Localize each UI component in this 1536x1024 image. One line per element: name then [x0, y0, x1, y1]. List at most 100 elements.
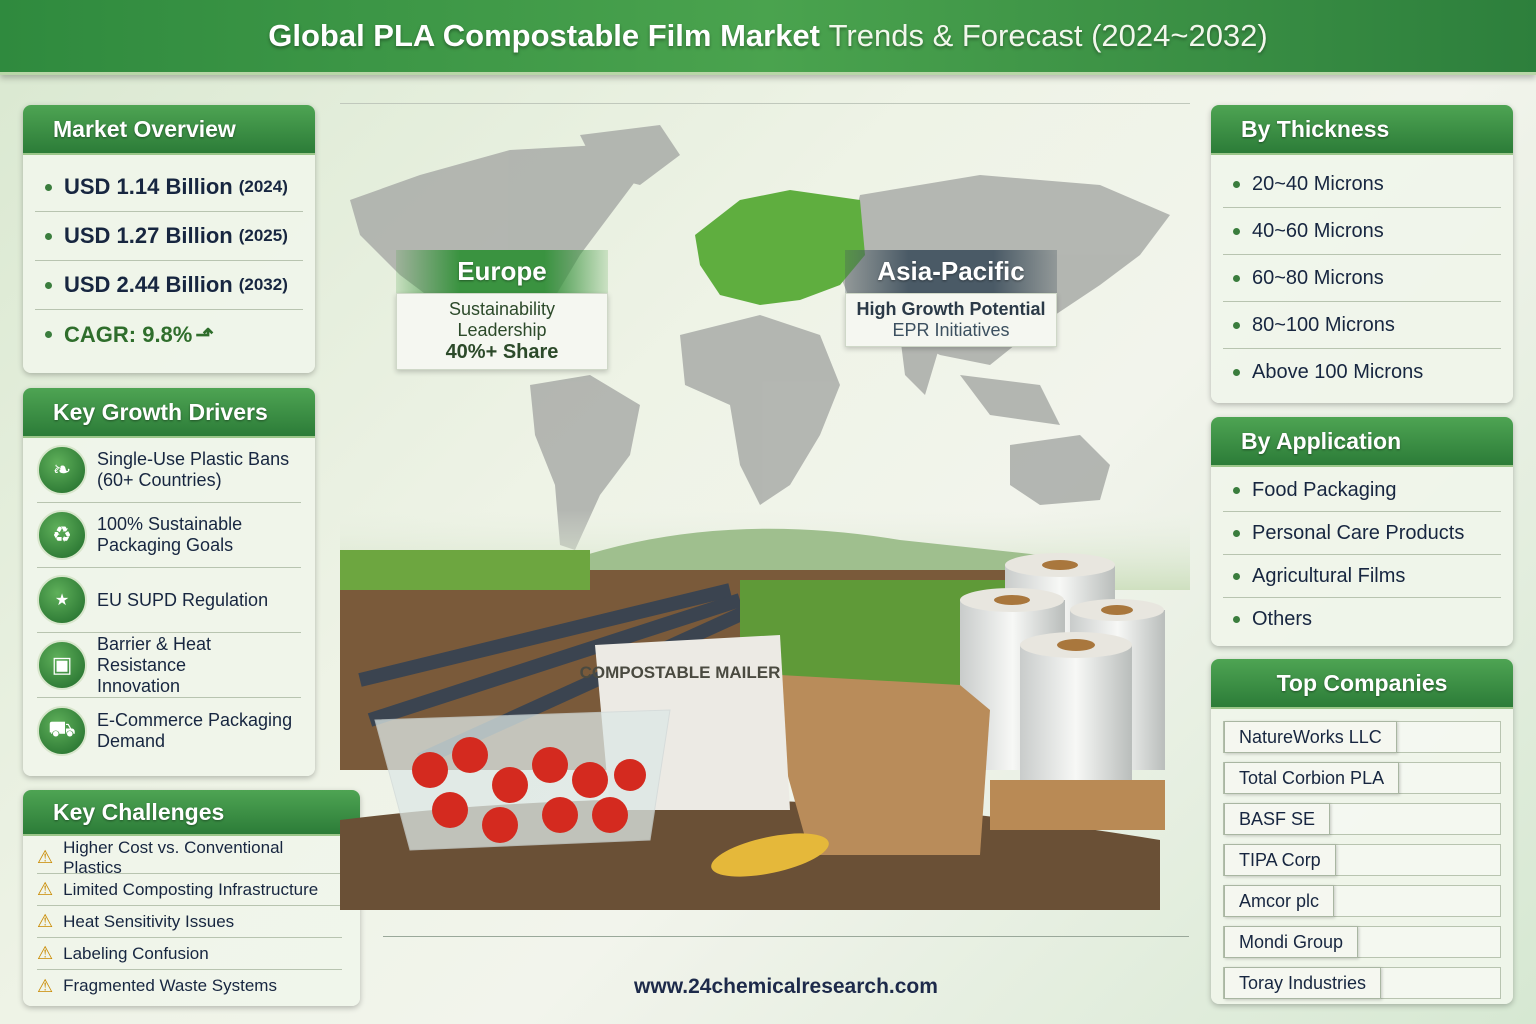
film-rolls — [960, 553, 1165, 830]
challenge-text: Heat Sensitivity Issues — [63, 911, 235, 931]
page-title: Global PLA Compostable Film Market Trend… — [268, 18, 1268, 54]
tomatoes — [412, 737, 646, 843]
company-name: TIPA Corp — [1224, 844, 1336, 876]
company-name: BASF SE — [1224, 803, 1331, 835]
market-value: USD 2.44 Billion — [64, 272, 233, 297]
thickness-label: 40~60 Microns — [1252, 219, 1384, 242]
warning-icon: ⚠ — [37, 879, 54, 899]
challenge-item: ⚠ Fragmented Waste Systems — [37, 970, 342, 1002]
driver-item: ⛟ E-Commerce Packaging Demand — [37, 698, 301, 763]
bullet-icon — [1233, 486, 1240, 494]
thickness-label: 80~100 Microns — [1252, 313, 1395, 336]
asia-body: High Growth Potential EPR Initiatives — [845, 293, 1057, 347]
application-item: Agricultural Films — [1223, 555, 1501, 598]
application-label: Others — [1252, 608, 1313, 630]
thickness-label: 60~80 Microns — [1252, 266, 1384, 289]
bullet-icon — [1233, 274, 1240, 282]
bullet-icon — [1233, 529, 1240, 537]
company-name: Amcor plc — [1224, 885, 1335, 917]
challenge-text: Labeling Confusion — [63, 943, 209, 963]
india — [900, 335, 940, 395]
bullet-icon — [1233, 321, 1240, 329]
thickness-label: 20~40 Microns — [1252, 172, 1384, 195]
africa — [680, 315, 840, 505]
company-item: Mondi Group — [1223, 926, 1501, 958]
application-title: By Application — [1211, 417, 1513, 467]
bullet-icon — [1233, 572, 1240, 580]
website-url[interactable]: www.24chemicalresearch.com — [634, 975, 938, 998]
truck-icon: ⛟ — [37, 705, 87, 756]
bullet-icon — [45, 183, 52, 191]
europe-line2: 40%+ Share — [445, 341, 559, 363]
asia-pacific-callout: Asia-Pacific High Growth Potential EPR I… — [845, 250, 1057, 347]
bullet-icon — [1233, 369, 1240, 376]
driver-line2: (60+ Countries) — [97, 470, 222, 490]
thickness-item: 40~60 Microns — [1223, 208, 1501, 255]
market-year: (2024) — [238, 177, 288, 196]
cagr-value: CAGR: 9.8% — [64, 321, 193, 347]
market-value-row: USD 1.27 Billion (2025) — [35, 212, 303, 261]
thickness-label: Above 100 Microns — [1252, 361, 1424, 383]
header: Global PLA Compostable Film Market Trend… — [0, 0, 1536, 75]
driver-line1: 100% Sustainable — [97, 514, 243, 534]
bullet-icon — [1233, 616, 1240, 623]
companies-panel: Top Companies NatureWorks LLC Total Corb… — [1211, 659, 1513, 1004]
title-light: Trends & Forecast (2024~2032) — [828, 18, 1268, 53]
package-icon: ▣ — [37, 640, 87, 690]
thickness-item: 20~40 Microns — [1223, 161, 1501, 208]
divider — [383, 936, 1189, 937]
companies-title: Top Companies — [1211, 659, 1513, 709]
title-bold: Global PLA Compostable Film Market — [268, 18, 820, 53]
market-year: (2025) — [238, 226, 288, 245]
thickness-item: 60~80 Microns — [1223, 255, 1501, 302]
europe-title: Europe — [396, 250, 608, 293]
warning-icon: ⚠ — [37, 911, 54, 931]
driver-item: ♻ 100% Sustainable Packaging Goals — [37, 503, 301, 568]
application-label: Agricultural Films — [1252, 564, 1406, 587]
eu-stars-icon: ★ — [37, 575, 87, 625]
bullet-icon — [45, 331, 52, 338]
thickness-panel: By Thickness 20~40 Microns 40~60 Microns… — [1211, 105, 1513, 403]
arrow-up-icon: ⬏ — [195, 321, 214, 347]
europe-body: Sustainability Leadership 40%+ Share — [396, 293, 608, 370]
market-value-row: USD 1.14 Billion (2024) — [35, 163, 303, 212]
challenges-title: Key Challenges — [23, 790, 360, 836]
company-item: TIPA Corp — [1223, 844, 1501, 876]
driver-line2: Demand — [97, 730, 166, 751]
thickness-title: By Thickness — [1211, 105, 1513, 155]
challenge-item: ⚠ Limited Composting Infrastructure — [37, 874, 342, 906]
company-item: BASF SE — [1223, 803, 1501, 835]
greenland — [580, 125, 680, 185]
thickness-item: 80~100 Microns — [1223, 302, 1501, 349]
challenge-item: ⚠ Labeling Confusion — [37, 938, 342, 970]
market-overview-panel: Market Overview USD 1.14 Billion (2024) U… — [23, 105, 315, 373]
application-panel: By Application Food Packaging Personal C… — [1211, 417, 1513, 646]
hills — [570, 528, 1040, 580]
driver-item: ▣ Barrier & Heat Resistance Innovation — [37, 633, 301, 698]
mailer-label: COMPOSTABLE MAILER — [580, 663, 781, 682]
challenge-text: Limited Composting Infrastructure — [63, 879, 319, 899]
challenges-panel: Key Challenges ⚠ Higher Cost vs. Conventi… — [23, 790, 360, 1006]
asia-line1: High Growth Potential — [856, 299, 1046, 319]
driver-item: ★ EU SUPD Regulation — [37, 568, 301, 633]
thickness-item: Above 100 Microns — [1223, 349, 1501, 396]
southeast-asia — [960, 375, 1060, 425]
europe-callout: Europe Sustainability Leadership 40%+ Sh… — [396, 250, 608, 370]
market-value: USD 1.27 Billion — [64, 223, 233, 248]
company-name: NatureWorks LLC — [1224, 721, 1397, 753]
application-item: Others — [1223, 598, 1501, 641]
challenge-text: Fragmented Waste Systems — [63, 976, 277, 995]
company-name: Toray Industries — [1224, 967, 1382, 999]
growth-drivers-title: Key Growth Drivers — [23, 388, 315, 438]
bullet-icon — [1233, 180, 1240, 188]
company-item: Toray Industries — [1223, 967, 1501, 999]
europe-highlight — [695, 190, 865, 305]
application-item: Food Packaging — [1223, 469, 1501, 512]
driver-line1: EU SUPD Regulation — [97, 589, 269, 610]
company-name: Total Corbion PLA — [1224, 762, 1400, 794]
warning-icon: ⚠ — [37, 847, 54, 867]
product-scene: COMPOSTABLE MAILER — [340, 510, 1190, 910]
europe-line1: Sustainability Leadership — [448, 299, 556, 340]
asia-line2: EPR Initiatives — [892, 320, 1010, 340]
driver-item: ❧ Single-Use Plastic Bans (60+ Countries) — [37, 438, 301, 503]
